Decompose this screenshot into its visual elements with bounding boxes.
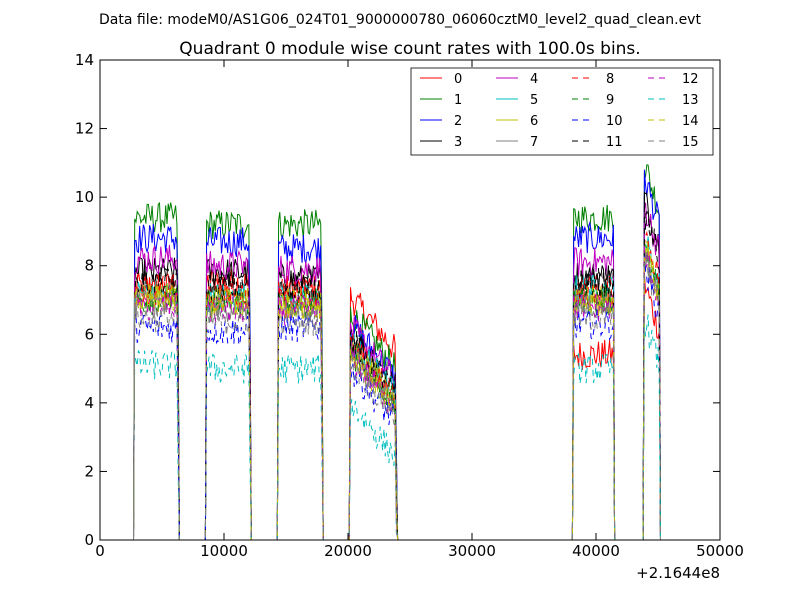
legend-label-7: 7	[530, 135, 538, 150]
suptitle: Data file: modeM0/AS1G06_024T01_90000007…	[99, 12, 701, 28]
plot-lines	[133, 164, 661, 541]
x-tick-label: 50000	[696, 542, 744, 560]
axes	[99, 59, 721, 541]
legend-label-1: 1	[454, 93, 462, 108]
legend-label-8: 8	[606, 72, 614, 87]
x-tick-label: 20000	[324, 542, 372, 560]
series-line-3	[133, 191, 661, 541]
legend-label-10: 10	[606, 114, 623, 129]
legend-label-12: 12	[682, 72, 699, 87]
y-tick-label: 12	[75, 120, 94, 138]
y-tick-label: 6	[84, 325, 94, 343]
y-tick-label: 4	[84, 394, 94, 412]
series-line-15	[133, 251, 661, 541]
legend-label-11: 11	[606, 135, 623, 150]
x-tick-label: 0	[95, 542, 105, 560]
plot-frame	[99, 59, 721, 541]
x-tick-label: 40000	[572, 542, 620, 560]
chart-title: Quadrant 0 module wise count rates with …	[179, 39, 640, 59]
series-line-10	[133, 251, 661, 541]
series-line-7	[133, 251, 661, 541]
legend-label-9: 9	[606, 93, 614, 108]
series-line-12	[133, 248, 661, 541]
legend-label-2: 2	[454, 114, 462, 129]
legend-label-3: 3	[454, 135, 462, 150]
series-line-14	[133, 241, 661, 541]
legend-label-14: 14	[682, 114, 699, 129]
legend-label-6: 6	[530, 114, 538, 129]
x-offset-label: +2.1644e8	[636, 564, 720, 582]
series-line-2	[133, 169, 661, 541]
x-tick-label: 30000	[448, 542, 496, 560]
series-line-4	[133, 202, 661, 541]
legend-label-13: 13	[682, 93, 699, 108]
legend-label-15: 15	[682, 135, 699, 150]
y-tick-label: 8	[84, 257, 94, 275]
y-tick-label: 14	[75, 51, 94, 69]
legend-label-0: 0	[454, 72, 462, 87]
y-tick-label: 10	[75, 188, 94, 206]
legend-label-4: 4	[530, 72, 538, 87]
y-tick-label: 2	[84, 462, 94, 480]
x-tick-label: 10000	[200, 542, 248, 560]
series-line-1	[133, 164, 661, 541]
legend-label-5: 5	[530, 93, 538, 108]
y-tick-label: 0	[84, 531, 94, 549]
